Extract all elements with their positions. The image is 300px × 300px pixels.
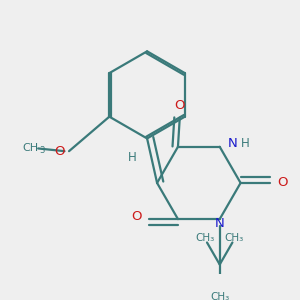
Text: O: O <box>55 145 65 158</box>
Text: N: N <box>215 217 225 230</box>
Text: 3: 3 <box>39 146 44 155</box>
Text: H: H <box>241 136 250 150</box>
Text: CH₃: CH₃ <box>210 292 229 300</box>
Text: CH₃: CH₃ <box>225 233 244 243</box>
Text: N: N <box>227 136 237 150</box>
Text: H: H <box>128 152 136 164</box>
Text: CH: CH <box>23 142 39 152</box>
Text: O: O <box>175 98 185 112</box>
Text: O: O <box>277 176 288 189</box>
Text: CH₃: CH₃ <box>196 233 215 243</box>
Text: O: O <box>131 210 141 223</box>
